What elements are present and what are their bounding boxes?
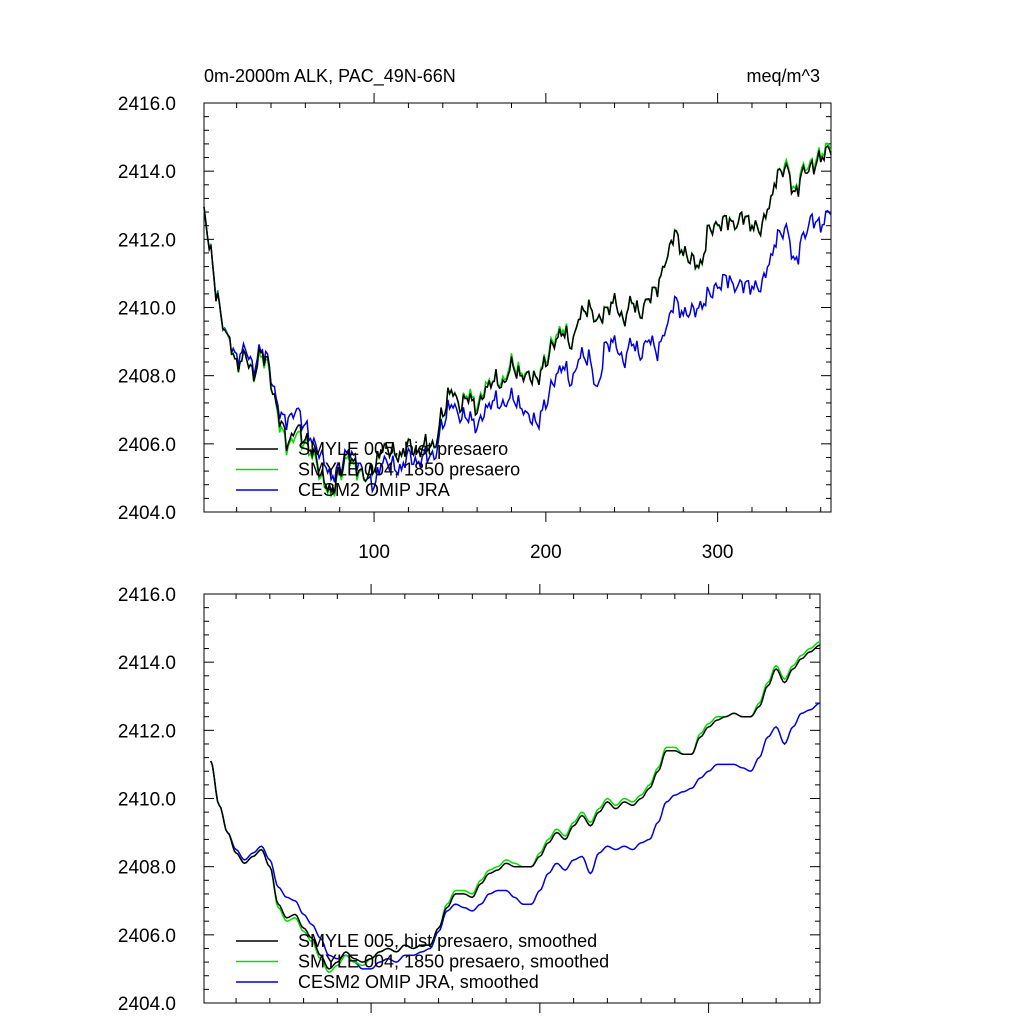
y-tick-label: 2416.0 [118,94,176,115]
legend-label: SMYLE 004, 1850 presaero, smoothed [298,952,609,972]
legend-label: SMYLE 005, hist presaero, smoothed [298,931,597,951]
series-line-1 [210,640,821,974]
y-tick-label: 2416.0 [118,585,176,606]
x-tick-label: 200 [530,542,562,563]
y-tick-label: 2410.0 [118,790,176,811]
series-line-0 [210,644,821,970]
legend-label: SMYLE 005, hist presaero [298,439,508,459]
y-tick-label: 2412.0 [118,721,176,742]
chart-title: 0m-2000m ALK, PAC_49N-66N [204,66,456,87]
legend-label: CESM2 OMIP JRA, smoothed [298,972,539,992]
legend-label: CESM2 OMIP JRA [298,480,450,500]
y-tick-label: 2410.0 [118,299,176,320]
y-tick-label: 2412.0 [118,230,176,251]
y-tick-label: 2404.0 [118,994,176,1015]
y-tick-label: 2408.0 [118,367,176,388]
y-tick-label: 2406.0 [118,435,176,456]
y-tick-label: 2414.0 [118,162,176,183]
series-line-0 [203,144,832,495]
y-tick-label: 2408.0 [118,858,176,879]
bottom-panel: 2404.0 2406.0 2408.0 2410.0 2412.0 2414.0 2416… [118,584,821,1015]
series-line-2 [203,206,832,494]
x-tick-label: 300 [702,542,734,563]
y-tick-label: 2414.0 [118,653,176,674]
legend-label: SMYLE 004, 1850 presaero [298,460,520,480]
series-line-2 [210,702,821,970]
chart-units: meq/m^3 [747,66,820,86]
top-panel: 2404.0 2406.0 2408.0 2410.0 2412.0 2414.0 2416… [118,93,832,563]
y-tick-label: 2404.0 [118,503,176,524]
y-tick-label: 2406.0 [118,926,176,947]
x-tick-label: 100 [358,542,390,563]
